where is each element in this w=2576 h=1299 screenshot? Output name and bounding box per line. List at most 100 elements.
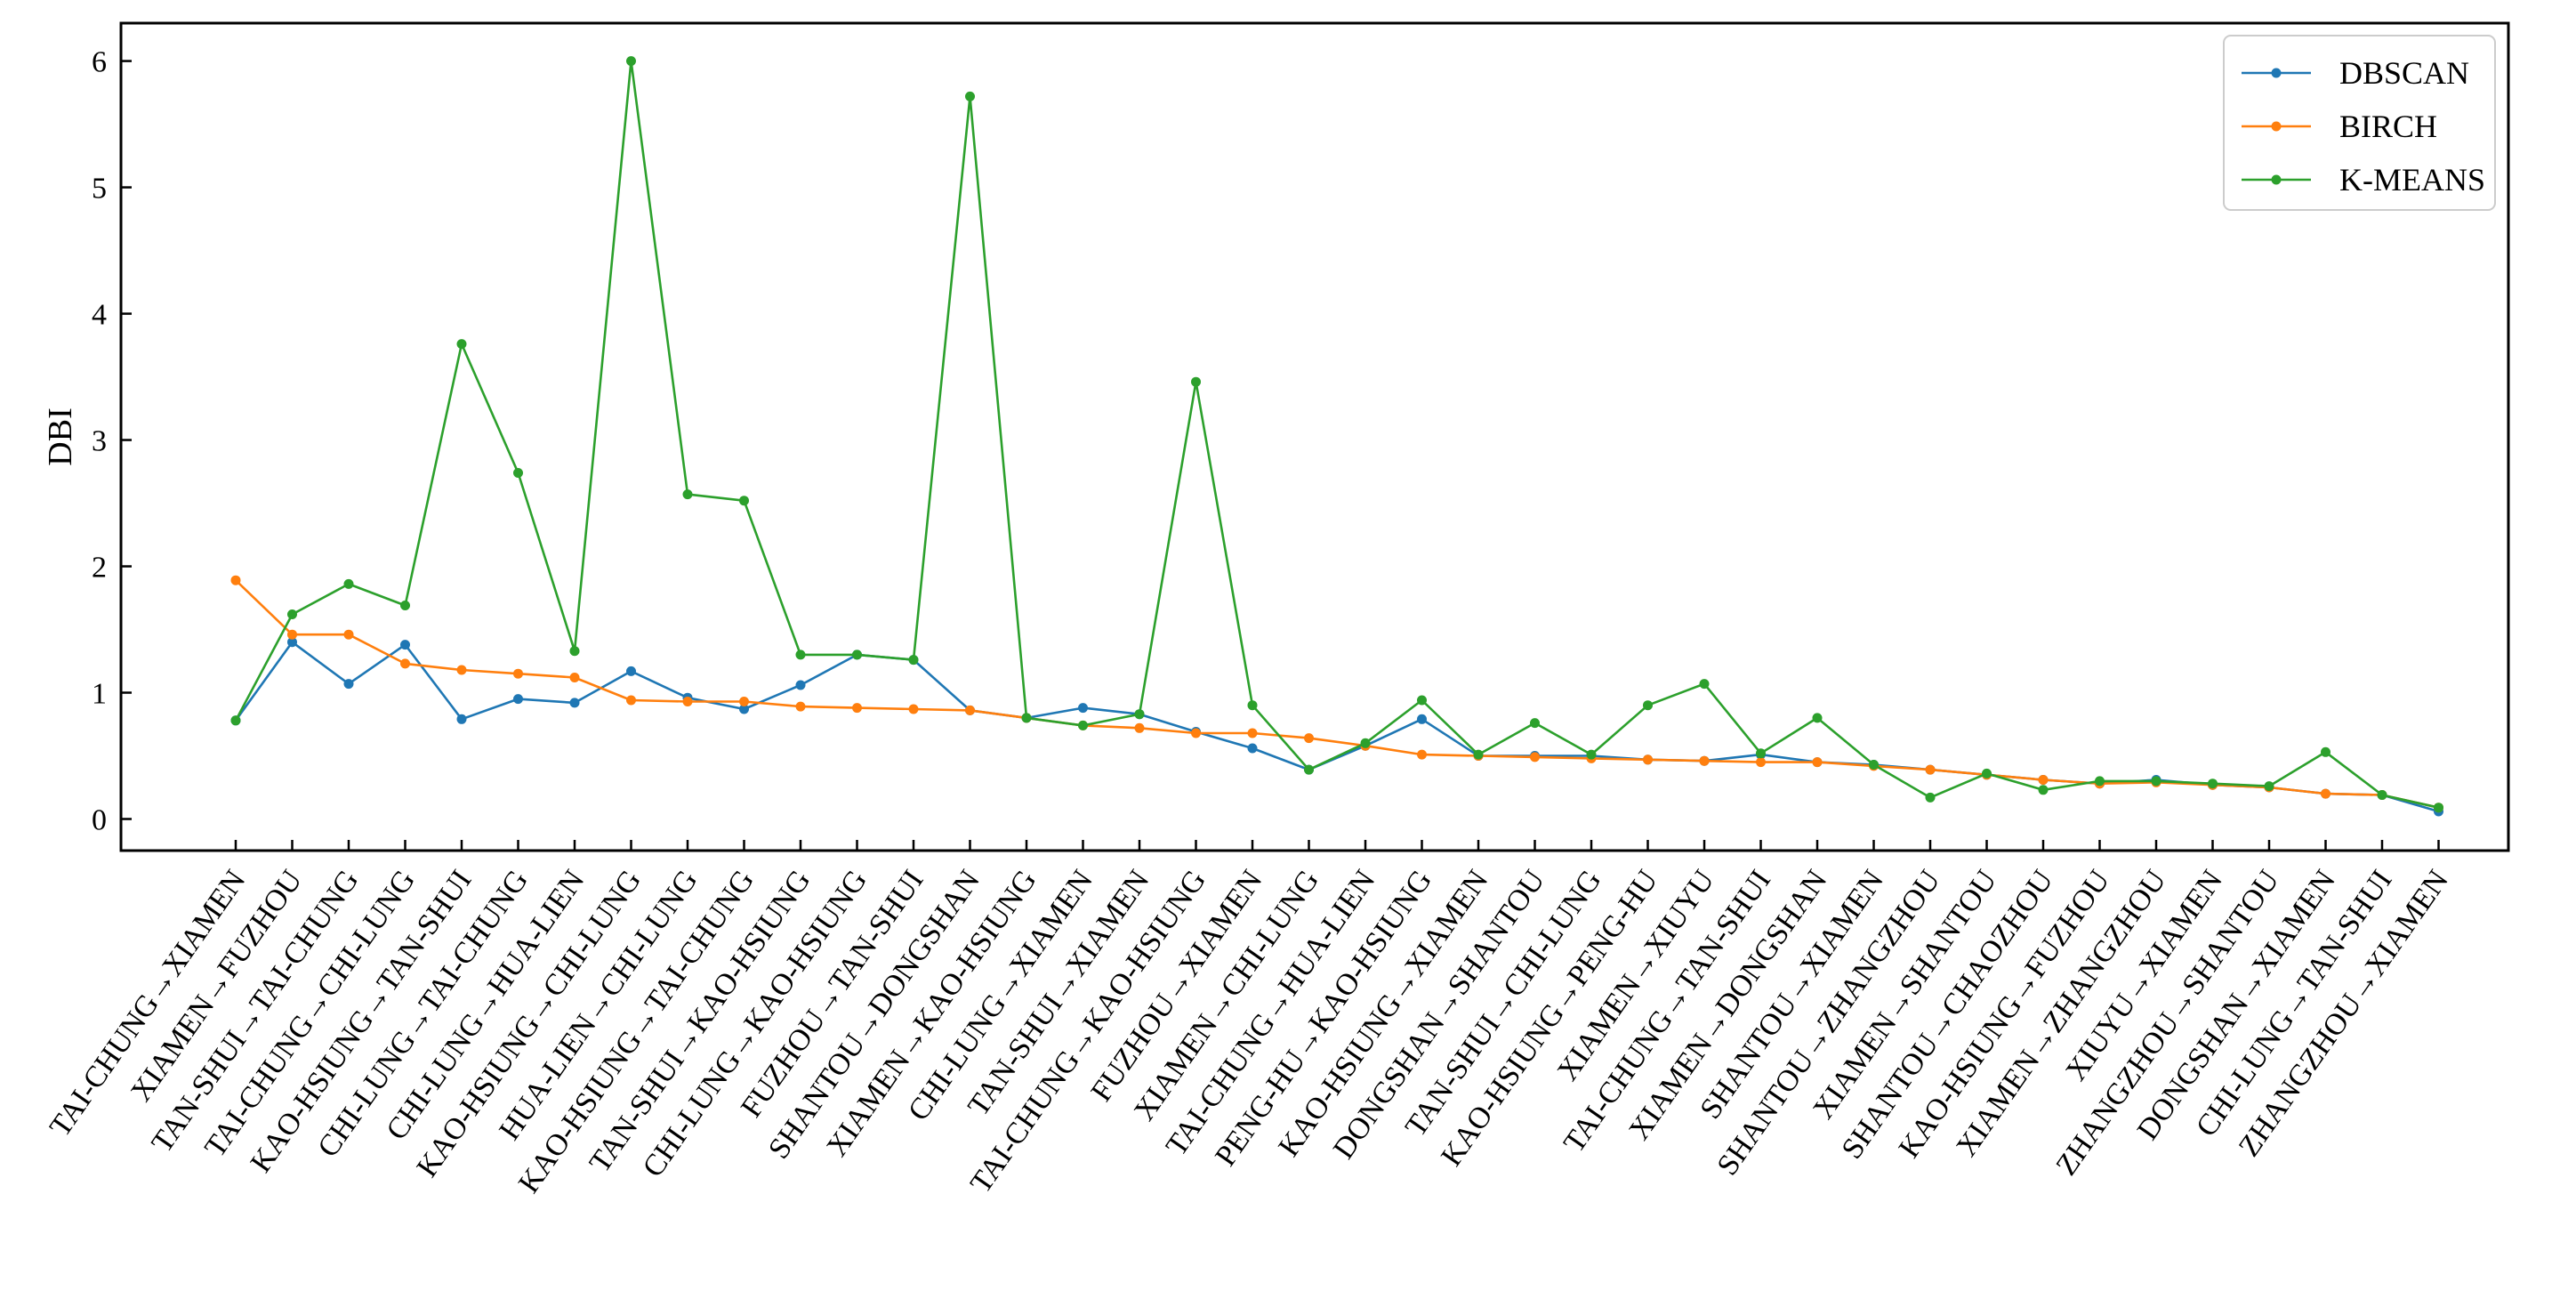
y-tick-label: 6: [92, 46, 107, 79]
data-point: [2038, 785, 2049, 795]
legend-entry-dbscan: DBSCAN: [2242, 55, 2469, 91]
data-point: [1247, 743, 1258, 754]
data-point: [400, 640, 410, 650]
data-point: [1699, 679, 1710, 690]
data-point: [1869, 760, 1879, 770]
data-point: [965, 91, 975, 101]
data-point: [569, 646, 580, 657]
data-point: [456, 339, 467, 350]
data-point: [456, 714, 467, 724]
data-point: [230, 715, 241, 726]
data-point: [739, 697, 749, 706]
data-point: [1191, 376, 1201, 387]
data-point: [1247, 728, 1258, 738]
data-point: [1586, 749, 1597, 760]
series-k-means: [230, 56, 2443, 813]
y-tick-label: 0: [92, 804, 107, 837]
data-point: [626, 666, 636, 676]
data-point: [908, 704, 919, 714]
legend-marker: [2271, 121, 2282, 132]
legend-box: [2223, 35, 2496, 211]
data-point: [343, 629, 354, 640]
data-point: [1304, 733, 1314, 744]
data-point: [1530, 752, 1540, 762]
data-point: [2208, 779, 2218, 789]
data-point: [682, 489, 693, 500]
data-point: [1643, 754, 1653, 765]
data-point: [2038, 775, 2049, 785]
data-point: [513, 468, 523, 478]
data-point: [739, 704, 749, 714]
data-point: [795, 650, 806, 660]
y-tick-label: 4: [92, 299, 107, 332]
data-point: [569, 698, 580, 708]
legend-marker: [2271, 68, 2282, 78]
legend-entry-birch: BIRCH: [2242, 109, 2437, 144]
data-point: [965, 705, 975, 715]
x-axis-ticks: TAI-CHUNG→XIAMENXIAMEN→FUZHOUTAN-SHUI→TA…: [44, 840, 2455, 1199]
y-tick-label: 3: [92, 425, 107, 458]
data-point: [2377, 790, 2387, 800]
data-point: [1643, 700, 1653, 711]
data-point: [2321, 788, 2330, 799]
legend-marker: [2271, 174, 2282, 185]
plot-frame: [119, 21, 2510, 852]
data-point: [2321, 746, 2330, 757]
data-point: [230, 575, 241, 585]
data-point: [2151, 776, 2161, 787]
data-point: [1756, 757, 1766, 768]
y-axis-label: DBI: [42, 407, 79, 465]
data-point: [400, 601, 410, 610]
data-point: [795, 701, 806, 712]
data-point: [795, 680, 806, 690]
data-point: [400, 658, 410, 669]
data-point: [1756, 748, 1766, 759]
series-line-k-means: [234, 60, 2439, 809]
data-point: [456, 665, 467, 675]
data-point: [1473, 749, 1484, 760]
data-point: [739, 496, 749, 506]
data-point: [2095, 776, 2105, 787]
data-point: [1699, 755, 1710, 766]
series-layer: [230, 56, 2443, 817]
data-point: [908, 655, 919, 666]
data-point: [1530, 718, 1540, 729]
y-axis-ticks: 0 1 2 3 4 5 6: [92, 46, 132, 837]
data-point: [852, 703, 862, 714]
data-point: [1078, 703, 1088, 714]
data-point: [1304, 764, 1314, 775]
data-point: [1078, 720, 1088, 730]
data-point: [513, 694, 523, 705]
data-point: [1191, 728, 1201, 738]
data-point: [1925, 764, 1936, 775]
legend-label: BIRCH: [2339, 109, 2437, 144]
data-point: [1982, 768, 1992, 779]
data-point: [2434, 803, 2443, 813]
series-line-birch: [235, 579, 2439, 809]
data-point: [1134, 709, 1145, 720]
data-point: [343, 679, 354, 690]
data-point: [1812, 757, 1823, 768]
y-tick-label: 2: [92, 552, 107, 585]
data-point: [1134, 722, 1145, 733]
legend-label: DBSCAN: [2339, 55, 2469, 91]
data-point: [569, 673, 580, 682]
data-point: [287, 609, 297, 619]
data-point: [513, 668, 523, 679]
legend-entry-k-means: K-MEANS: [2242, 162, 2485, 198]
series-line-dbscan: [234, 641, 2439, 813]
data-point: [1925, 792, 1936, 803]
data-point: [682, 697, 693, 706]
data-point: [1812, 713, 1823, 723]
data-point: [1247, 700, 1258, 711]
data-point: [287, 629, 297, 640]
legend-label: K-MEANS: [2339, 162, 2485, 198]
y-tick-label: 5: [92, 173, 107, 206]
data-point: [343, 578, 354, 589]
data-point: [287, 637, 297, 648]
data-point: [626, 695, 636, 706]
series-dbscan: [230, 637, 2443, 817]
data-point: [626, 56, 636, 67]
data-point: [2264, 781, 2274, 792]
